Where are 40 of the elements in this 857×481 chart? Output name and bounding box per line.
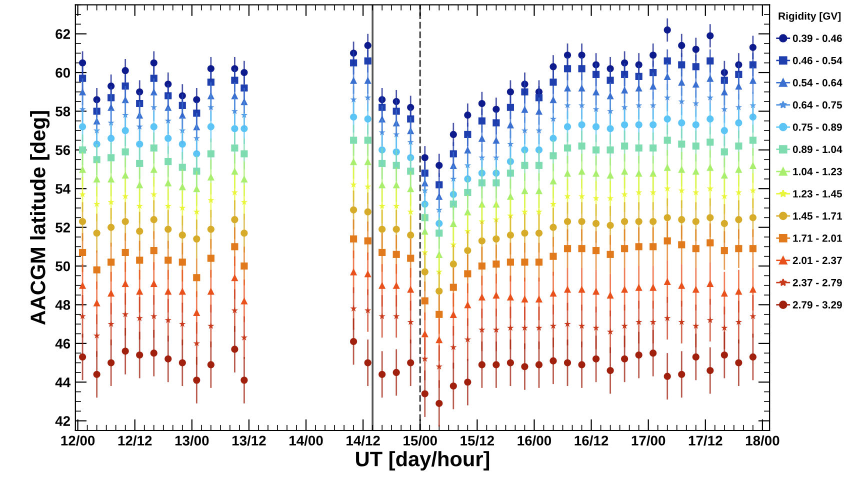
y-tick-label: 42	[55, 416, 70, 426]
y-tick-label: 52	[56, 222, 70, 232]
legend-title: Rigidity [GV]	[778, 12, 841, 22]
legend-label: 2.37 - 2.79	[792, 278, 842, 286]
x-tick-label: 18/00	[746, 435, 780, 446]
x-tick-label: 14/12	[346, 435, 380, 446]
y-tick-label: 48	[55, 300, 70, 310]
y-tick-label: 54	[56, 184, 70, 194]
x-axis-title: UT [day/hour]	[356, 451, 490, 470]
y-tick-label: 44	[55, 378, 70, 388]
x-tick-label: 12/00	[61, 435, 95, 446]
legend-label: 2.01 - 2.37	[792, 256, 842, 264]
x-tick-label: 13/12	[232, 435, 266, 446]
y-tick-label: 58	[56, 106, 70, 116]
y-axis-title: AACGM latitude [deg]	[30, 111, 50, 325]
x-tick-label: 13/00	[175, 435, 209, 446]
x-tick-label: 15/12	[460, 435, 494, 446]
legend-label: 0.46 - 0.54	[792, 56, 842, 64]
legend-label: 0.64 - 0.75	[792, 101, 842, 109]
x-tick-label: 17/12	[688, 435, 722, 446]
legend-label: 0.39 - 0.46	[792, 34, 842, 42]
y-tick-label: 56	[56, 145, 70, 156]
y-tick-label: 62	[56, 29, 70, 40]
legend-label: 1.23 - 1.45	[793, 190, 842, 198]
legend-label: 2.79 - 3.29	[792, 301, 842, 309]
x-tick-label: 15/00	[404, 435, 437, 446]
legend-label: 0.75 - 0.89	[792, 123, 842, 131]
x-tick-label: 17/00	[632, 435, 666, 446]
legend-label: 1.45 - 1.71	[793, 212, 842, 220]
legend-label: 1.71 - 2.01	[793, 234, 842, 242]
x-tick-label: 16/00	[518, 435, 552, 446]
legend-label: 0.89 - 1.04	[792, 146, 842, 154]
legend-label: 1.04 - 1.23	[793, 168, 842, 176]
x-tick-label: 12/12	[118, 435, 152, 446]
legend-label: 0.54 - 0.64	[792, 79, 842, 86]
y-tick-label: 50	[56, 261, 70, 272]
y-tick-label: 46	[55, 338, 70, 349]
x-tick-label: 14/00	[290, 435, 323, 446]
y-tick-label: 60	[56, 68, 70, 78]
x-tick-label: 16/12	[574, 435, 608, 446]
